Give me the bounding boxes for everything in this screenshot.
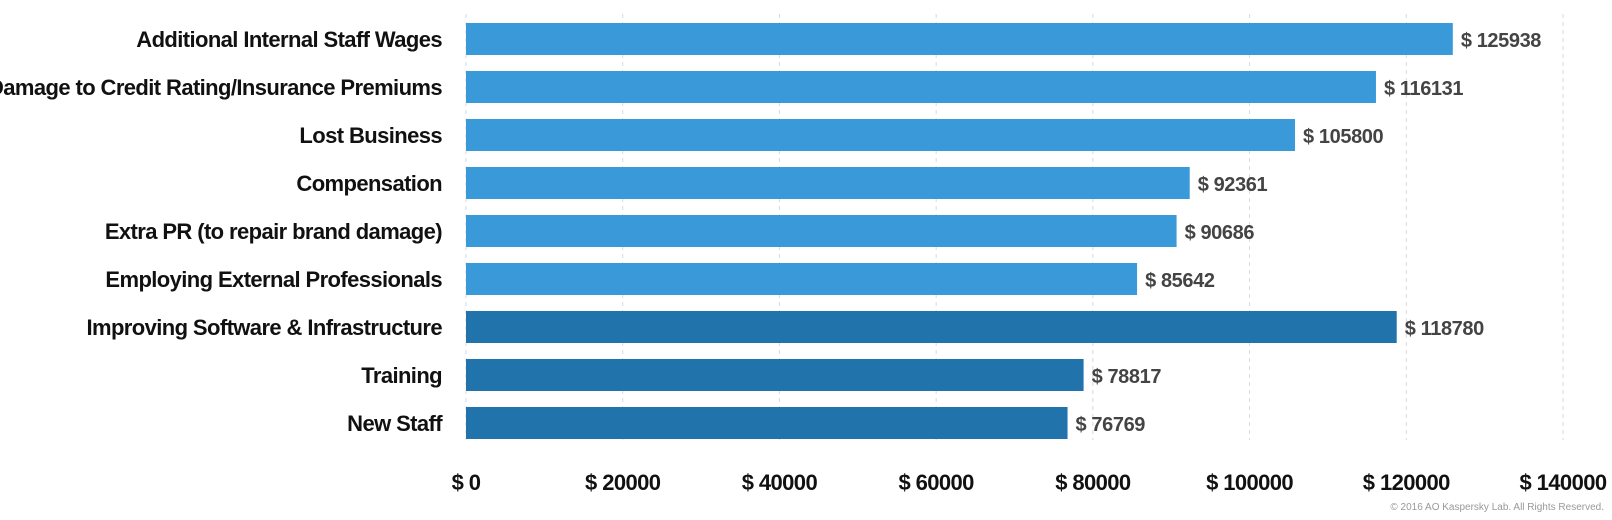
category-label: New Staff bbox=[347, 411, 443, 436]
x-tick-label: $ 60000 bbox=[898, 470, 974, 495]
bar bbox=[466, 23, 1453, 55]
x-tick-label: $ 100000 bbox=[1206, 470, 1293, 495]
category-label: Employing External Professionals bbox=[105, 267, 442, 292]
bar bbox=[466, 71, 1376, 103]
value-label: $ 125938 bbox=[1461, 30, 1541, 52]
category-label: Improving Software & Infrastructure bbox=[86, 315, 442, 340]
bar bbox=[466, 215, 1177, 247]
value-label: $ 116131 bbox=[1384, 78, 1463, 100]
bar bbox=[466, 407, 1068, 439]
value-label: $ 92361 bbox=[1198, 174, 1268, 196]
x-tick-label: $ 0 bbox=[452, 470, 481, 495]
bar bbox=[466, 119, 1296, 151]
x-tick-label: $ 120000 bbox=[1363, 470, 1450, 495]
x-tick-label: $ 80000 bbox=[1055, 470, 1131, 495]
category-label: Additional Internal Staff Wages bbox=[136, 27, 442, 52]
copyright-notice: © 2016 AO Kaspersky Lab. All Rights Rese… bbox=[1390, 502, 1604, 513]
value-label: $ 118780 bbox=[1405, 318, 1484, 340]
value-label: $ 90686 bbox=[1185, 222, 1255, 244]
category-label: Lost Business bbox=[299, 123, 442, 148]
category-label: Compensation bbox=[296, 171, 442, 196]
x-tick-label: $ 40000 bbox=[742, 470, 818, 495]
value-label: $ 85642 bbox=[1145, 270, 1215, 292]
category-label: Damage to Credit Rating/Insurance Premiu… bbox=[0, 75, 442, 100]
value-label: $ 76769 bbox=[1076, 414, 1146, 436]
x-tick-label: $ 140000 bbox=[1520, 470, 1607, 495]
category-labels: Additional Internal Staff Wages Damage to… bbox=[0, 27, 444, 436]
category-label: Extra PR (to repair brand damage) bbox=[105, 219, 442, 244]
x-tick-label: $ 20000 bbox=[585, 470, 661, 495]
bar bbox=[466, 311, 1397, 343]
x-axis-tick-labels: $ 0 $ 20000 $ 40000 $ 60000 $ 80000 $ 100000 $… bbox=[452, 470, 1608, 495]
value-label: $ 78817 bbox=[1092, 366, 1162, 388]
bar bbox=[466, 167, 1190, 199]
value-label: $ 105800 bbox=[1303, 126, 1383, 148]
bar-group bbox=[466, 23, 1453, 439]
bar bbox=[466, 263, 1138, 295]
category-label: Training bbox=[361, 363, 442, 388]
value-labels: $ 125938 $ 116131 $ 105800 $ 92361 $ 90686 $ … bbox=[1076, 30, 1542, 436]
bar bbox=[466, 359, 1084, 391]
